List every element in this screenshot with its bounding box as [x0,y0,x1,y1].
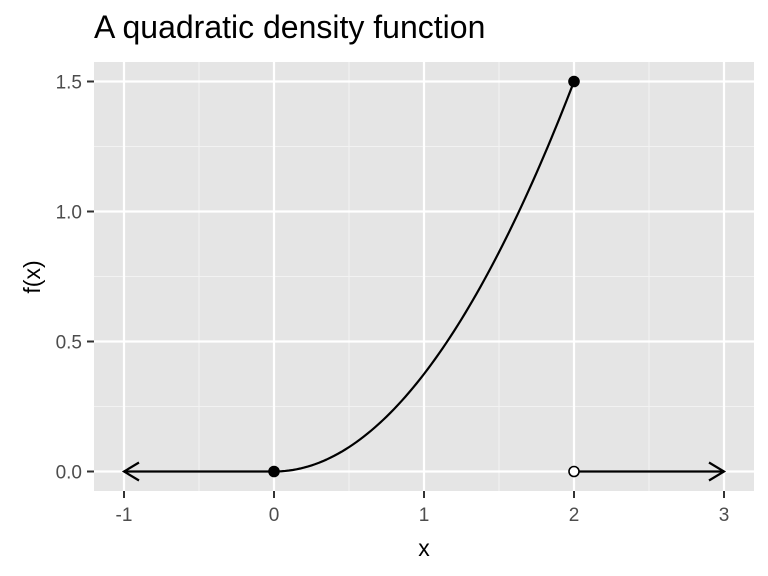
plot-series [121,75,727,482]
axis-ticks [87,80,725,498]
left-arrowhead [121,461,140,482]
filled-point [268,465,280,478]
y-axis-title: f(x) [19,260,45,293]
x-tick-label: 2 [569,505,580,526]
axis-tick-labels: -1 0 1 2 3 0.0 0.5 1.0 1.5 [56,73,730,527]
density-curve [273,81,576,473]
y-tick-label: 1.5 [56,73,82,94]
x-tick-label: 1 [419,505,430,526]
x-tick-label: 0 [269,505,280,526]
right-arrowhead [708,461,727,482]
filled-point [568,75,580,88]
x-axis-title: x [418,535,430,561]
x-tick-label: 3 [719,505,730,526]
y-tick-label: 1.0 [56,203,82,224]
y-tick-label: 0.0 [56,463,82,484]
x-tick-label: -1 [116,505,133,526]
open-point [568,465,580,478]
y-tick-label: 0.5 [56,333,82,354]
major-gridlines [94,62,754,491]
chart-title: A quadratic density function [94,9,485,45]
